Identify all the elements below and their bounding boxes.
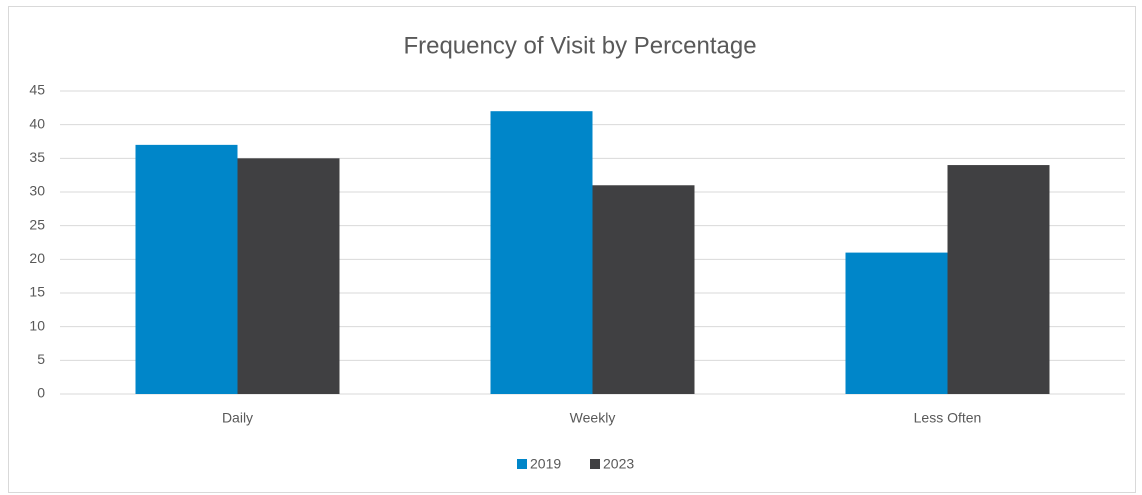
legend-label: 2023	[603, 456, 634, 472]
y-tick-label: 35	[29, 149, 45, 165]
y-tick-label: 45	[29, 82, 45, 98]
bar	[947, 165, 1050, 394]
y-tick-label: 0	[37, 385, 45, 401]
bar	[237, 158, 340, 394]
y-tick-label: 25	[29, 216, 45, 232]
y-tick-label: 10	[29, 317, 45, 333]
y-tick-label: 5	[37, 351, 45, 367]
y-tick-label: 30	[29, 183, 45, 199]
bar	[135, 144, 238, 394]
bar	[490, 111, 593, 394]
x-tick-label: Weekly	[570, 410, 616, 426]
y-tick-label: 20	[29, 250, 45, 266]
y-tick-label: 40	[29, 115, 45, 131]
chart-title: Frequency of Visit by Percentage	[403, 32, 756, 59]
y-tick-label: 15	[29, 284, 45, 300]
legend-swatch	[517, 459, 527, 469]
x-tick-label: Less Often	[914, 410, 982, 426]
bar	[592, 185, 695, 394]
bar	[845, 252, 948, 394]
x-tick-label: Daily	[222, 410, 253, 426]
legend-label: 2019	[530, 456, 561, 472]
legend-swatch	[590, 459, 600, 469]
